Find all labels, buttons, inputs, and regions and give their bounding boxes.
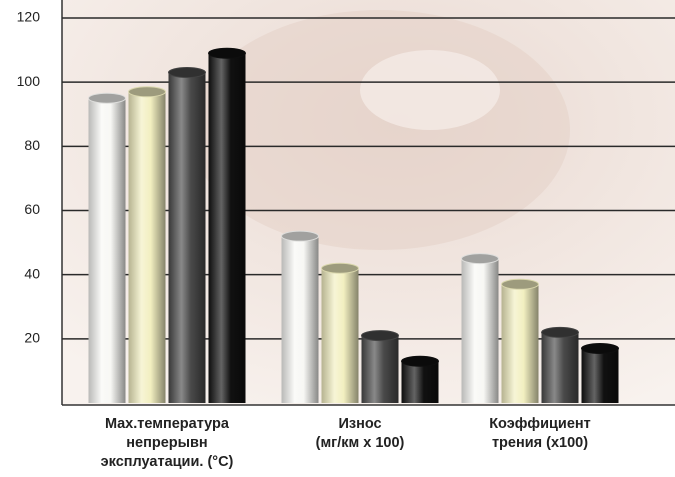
bar-body [461, 258, 499, 403]
x-tick-label: эксплуатации. (°C) [101, 454, 234, 470]
bar [501, 278, 539, 403]
bar-top [361, 330, 399, 342]
bar-body [281, 236, 319, 403]
bar-body [501, 284, 539, 403]
bar [401, 355, 439, 403]
bar-body [88, 98, 126, 403]
bar [541, 326, 579, 403]
background-decoration [360, 50, 500, 130]
bar-top [208, 47, 246, 59]
bar [581, 342, 619, 403]
bar-body [581, 348, 619, 403]
x-tick-label: Коэффициент [489, 416, 591, 432]
bar-top [321, 262, 359, 274]
background-decoration [190, 10, 570, 250]
bar-top [128, 86, 166, 98]
bar-body [361, 335, 399, 403]
bar-top [168, 67, 206, 79]
bar [461, 253, 499, 403]
y-tick-label: 20 [24, 330, 40, 346]
bar [281, 230, 319, 403]
bar-top [501, 278, 539, 290]
bar-top [581, 342, 619, 354]
bar [168, 67, 206, 404]
y-tick-label: 100 [17, 73, 41, 89]
bar [128, 86, 166, 404]
x-tick-label: Износ [338, 416, 381, 432]
bar-body [321, 268, 359, 403]
x-tick-label: Max.температура [105, 416, 230, 432]
bar-body [128, 91, 166, 404]
bar-top [281, 230, 319, 242]
bar-body [401, 361, 439, 403]
bar-body [168, 72, 206, 404]
y-tick-label: 80 [24, 137, 40, 153]
bar-top [401, 355, 439, 367]
bar [88, 92, 126, 403]
bar [361, 330, 399, 403]
y-tick-label: 60 [24, 201, 40, 217]
x-tick-label: трения (х100) [492, 435, 588, 451]
x-tick-label: (мг/км х 100) [316, 435, 405, 451]
bar-top [541, 326, 579, 338]
y-tick-label: 40 [24, 265, 40, 281]
bar-top [461, 253, 499, 265]
y-tick-label: 120 [17, 9, 41, 25]
bar [321, 262, 359, 403]
bar [208, 47, 246, 404]
bar-body [541, 332, 579, 403]
bar-top [88, 92, 126, 104]
x-tick-label: непрерывн [126, 435, 207, 451]
bar-body [208, 53, 246, 404]
